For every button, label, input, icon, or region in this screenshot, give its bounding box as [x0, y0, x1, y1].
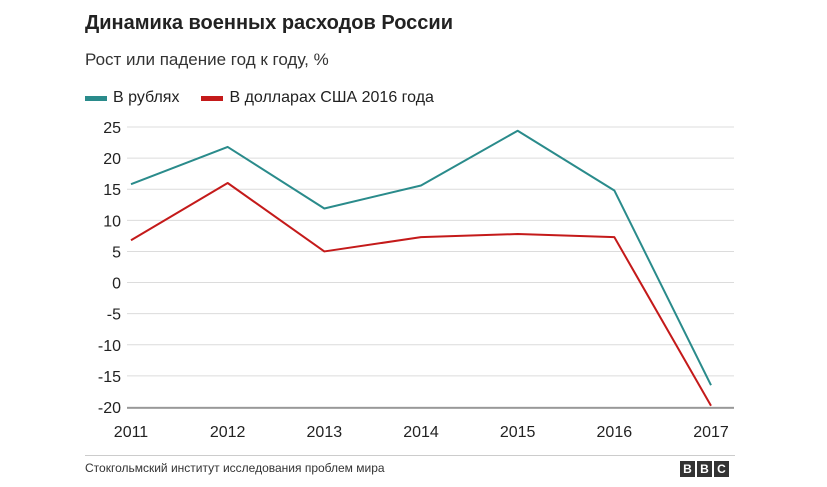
chart-title: Динамика военных расходов России	[85, 12, 453, 34]
legend-label-rubles: В рублях	[113, 89, 180, 106]
x-tick-label: 2015	[500, 424, 536, 441]
x-tick-label: 2017	[693, 424, 729, 441]
source-note: Стокгольмский институт исследования проб…	[85, 461, 385, 475]
x-tick-label: 2013	[307, 424, 343, 441]
bbc-logo-letter: C	[714, 461, 729, 477]
legend-item-dollars: В долларах США 2016 года	[201, 89, 434, 107]
legend-item-rubles: В рублях	[85, 89, 179, 107]
y-tick-label: -10	[98, 338, 121, 355]
bbc-logo: B B C	[680, 461, 731, 477]
bbc-logo-letter: B	[680, 461, 695, 477]
legend: В рублях В долларах США 2016 года	[85, 89, 456, 107]
y-tick-label: 10	[103, 213, 121, 230]
y-tick-label: 20	[103, 151, 121, 168]
y-tick-label: 5	[112, 244, 121, 261]
series-line-dollars	[130, 182, 712, 407]
y-tick-label: 15	[103, 182, 121, 199]
y-tick-label: 0	[112, 276, 121, 293]
bbc-logo-letter: B	[697, 461, 712, 477]
legend-swatch-dollars	[201, 95, 224, 101]
y-tick-label: -20	[98, 400, 121, 417]
x-tick-label: 2016	[597, 424, 633, 441]
chart-subtitle: Рост или падение год к году, %	[85, 50, 329, 69]
footer-divider	[85, 455, 735, 456]
y-tick-label: -5	[107, 307, 121, 324]
x-tick-label: 2014	[403, 424, 439, 441]
legend-label-dollars: В долларах США 2016 года	[229, 89, 434, 106]
y-tick-label: -15	[98, 369, 121, 386]
series-line-rubles	[130, 129, 712, 386]
legend-swatch-rubles	[85, 95, 107, 101]
y-tick-label: 25	[103, 120, 121, 137]
x-tick-label: 2012	[210, 424, 246, 441]
x-tick-label: 2011	[114, 424, 149, 441]
